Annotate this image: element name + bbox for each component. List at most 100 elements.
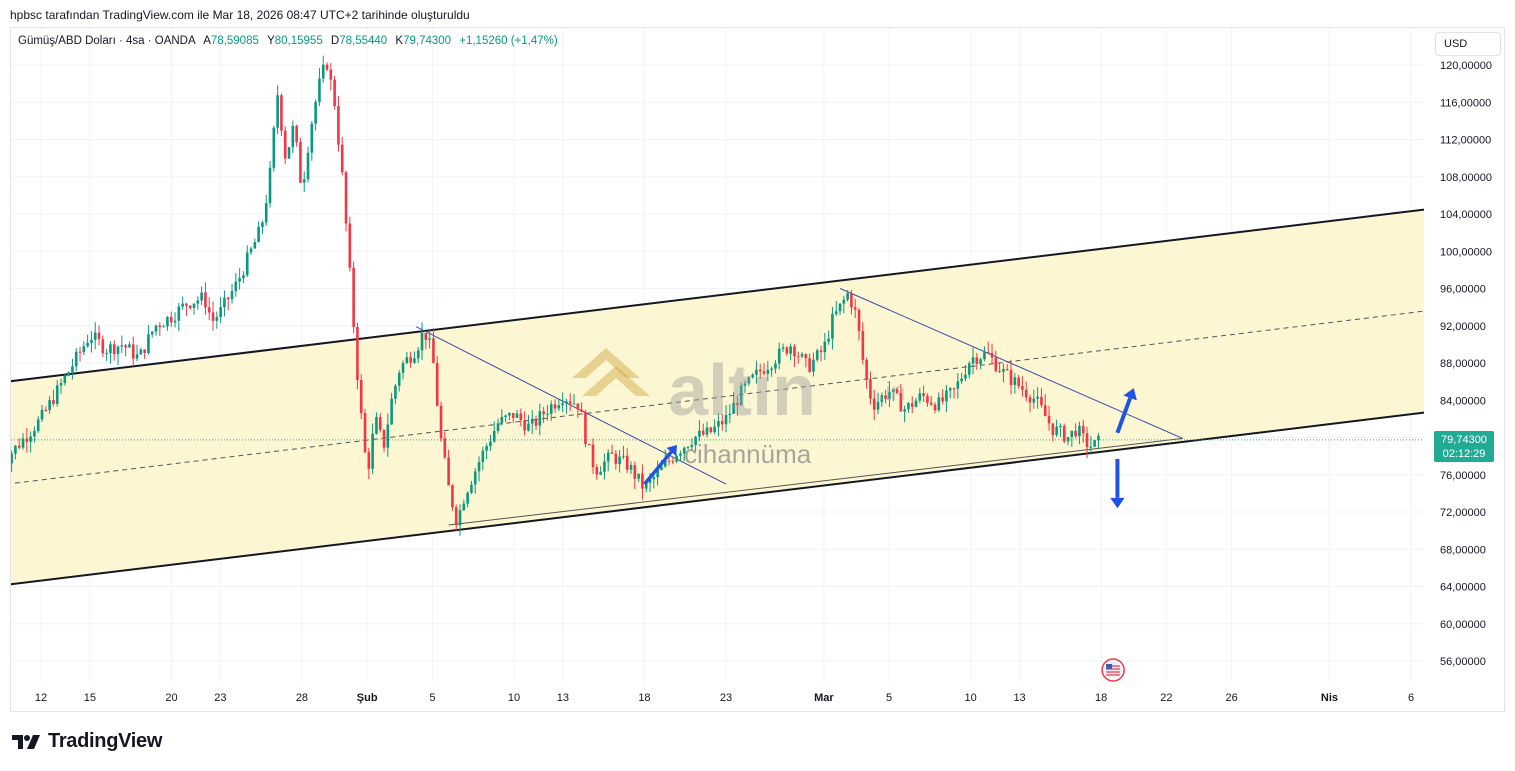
candle-body: [1017, 377, 1020, 387]
candle-body: [359, 380, 363, 414]
candle-body: [1093, 440, 1096, 447]
candle-body: [865, 359, 868, 380]
candle-body: [511, 412, 515, 418]
watermark-logo-icon: [572, 348, 640, 378]
candle-body: [838, 303, 842, 312]
close-value: 79,74300: [403, 35, 452, 47]
candle-body: [568, 401, 572, 404]
candle-body: [986, 352, 990, 354]
chart-frame: [10, 27, 1505, 712]
candle-body: [610, 452, 614, 454]
candle-body: [869, 379, 872, 399]
candle-body: [67, 372, 70, 376]
x-axis-tick-label: 26: [1225, 692, 1237, 704]
candle-body: [705, 427, 709, 435]
candlestick-series: [7, 55, 1100, 536]
candle-body: [139, 349, 143, 355]
candle-body: [394, 385, 397, 399]
candle-body: [850, 293, 853, 308]
candle-body: [105, 353, 108, 355]
candle-body: [1047, 416, 1051, 424]
candle-body: [914, 400, 918, 407]
candle-body: [340, 144, 344, 173]
currency-selector[interactable]: USD: [1435, 32, 1501, 56]
candle-body: [1036, 396, 1039, 399]
candle-body: [177, 306, 181, 321]
candle-body: [1021, 386, 1024, 390]
x-axis-tick-label: Mar: [814, 692, 834, 704]
candle-body: [853, 307, 857, 310]
candle-body: [967, 363, 971, 375]
x-axis-tick-label: 15: [84, 692, 96, 704]
candle-body: [207, 307, 211, 313]
candle-body: [990, 353, 994, 358]
candle-body: [625, 455, 629, 470]
candle-body: [1085, 433, 1089, 448]
high-label: Y: [267, 35, 275, 47]
x-axis-tick-label: 23: [214, 692, 226, 704]
x-axis-tick-label: 18: [638, 692, 650, 704]
candle-body: [135, 354, 139, 359]
candle-body: [1059, 425, 1062, 427]
x-axis-tick-label: 5: [429, 692, 435, 704]
symbol-name[interactable]: Gümüş/ABD Doları · 4sa · OANDA: [18, 35, 196, 47]
candle-body: [1070, 430, 1074, 438]
candle-body: [819, 350, 823, 353]
tradingview-logo[interactable]: TradingView: [12, 730, 162, 753]
candle-body: [11, 453, 13, 464]
candle-body: [527, 423, 530, 431]
candle-body: [827, 338, 830, 342]
candle-body: [956, 381, 960, 389]
x-axis-tick-label: 13: [1013, 692, 1025, 704]
candle-body: [375, 417, 378, 434]
candle-body: [215, 317, 219, 321]
x-axis-tick-label: 23: [720, 692, 732, 704]
candle-body: [352, 267, 355, 328]
candle-body: [724, 415, 728, 425]
candle-body: [234, 281, 238, 292]
candle-body: [124, 345, 127, 348]
channel-upper-line: [11, 208, 1424, 383]
y-axis-tick-label: 116,00000: [1440, 97, 1491, 109]
arrow-down-icon: [1110, 458, 1125, 509]
candle-body: [576, 403, 580, 410]
watermark-domain: .in: [878, 376, 905, 406]
y-axis-tick-label: 60,00000: [1440, 619, 1486, 631]
candle-body: [466, 492, 469, 504]
candle-body: [523, 420, 526, 431]
x-axis-tick-label: 6: [1408, 692, 1414, 704]
candle-body: [603, 461, 606, 472]
x-axis-tick-label: 20: [165, 692, 177, 704]
trend-line-resistance-1: [415, 326, 727, 485]
economic-event-us-flag-icon: [1101, 658, 1125, 682]
candle-body: [238, 278, 241, 282]
candle-body: [78, 351, 82, 353]
candle-body: [413, 358, 416, 363]
arrow-down-icon-head: [1110, 497, 1125, 509]
candle-body: [899, 392, 903, 412]
candle-body: [325, 64, 329, 70]
candle-body: [584, 411, 587, 445]
y-axis-tick-label: 88,00000: [1440, 358, 1486, 370]
candle-body: [390, 398, 393, 425]
candle-body: [356, 327, 359, 381]
candle-body: [7, 463, 10, 467]
y-axis-tick-label: 76,00000: [1440, 470, 1486, 482]
candle-body: [253, 242, 257, 249]
candle-body: [245, 252, 249, 276]
candle-body: [519, 413, 523, 421]
y-axis-tick-label: 120,00000: [1440, 60, 1492, 72]
candle-body: [489, 441, 492, 447]
trend-line-support: [448, 437, 1183, 526]
candle-body: [55, 385, 59, 404]
arrow-up-small-icon-head: [666, 444, 678, 456]
candle-body: [280, 95, 283, 131]
candle-body: [831, 313, 834, 339]
candle-body: [1040, 396, 1043, 406]
candle-body: [492, 430, 496, 442]
candle-body: [758, 369, 762, 372]
candle-body: [656, 469, 659, 478]
candle-body: [33, 431, 36, 437]
y-axis-tick-label: 104,00000: [1440, 209, 1492, 221]
